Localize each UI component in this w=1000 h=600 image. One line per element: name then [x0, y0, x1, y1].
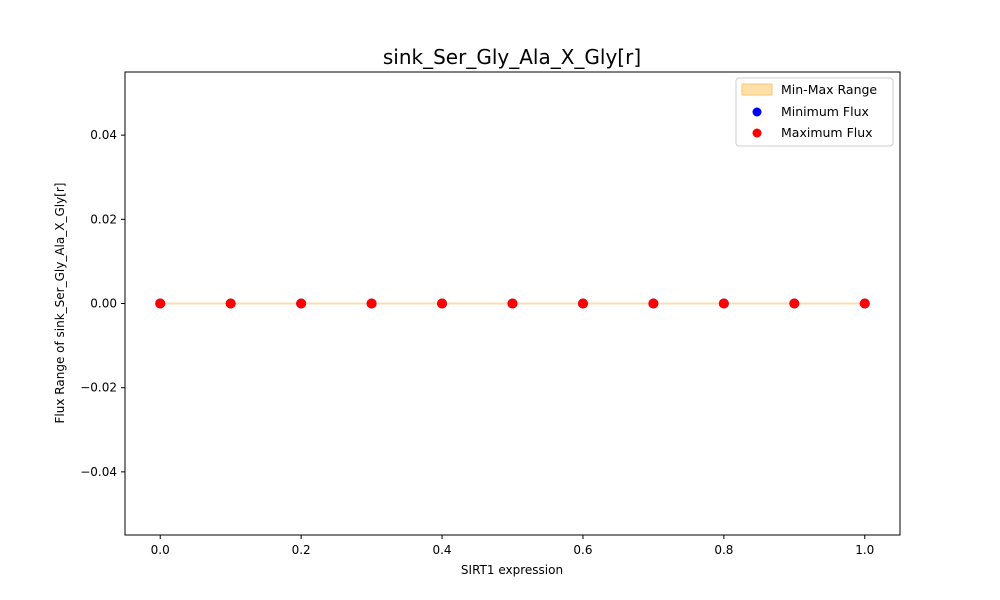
x-tick-label: 1.0: [855, 543, 874, 557]
x-tick-label: 0.2: [292, 543, 311, 557]
points-layer: [155, 298, 870, 309]
x-tick-label: 0.0: [151, 543, 170, 557]
y-axis-label: Flux Range of sink_Ser_Gly_Ala_X_Gly[r]: [53, 183, 67, 424]
y-axis: 0.04 0.02 0.00 −0.02 −0.04: [80, 128, 125, 479]
point-max-flux: [789, 298, 800, 309]
point-max-flux: [225, 298, 236, 309]
x-tick-label: 0.6: [573, 543, 592, 557]
point-max-flux: [718, 298, 729, 309]
point-max-flux: [155, 298, 166, 309]
point-max-flux: [577, 298, 588, 309]
y-tick-label: −0.02: [80, 381, 117, 395]
legend: Min-Max Range Minimum Flux Maximum Flux: [735, 77, 894, 147]
y-tick-label: 0.00: [90, 297, 117, 311]
point-max-flux: [437, 298, 448, 309]
legend-label-range: Min-Max Range: [781, 82, 877, 97]
chart-title: sink_Ser_Gly_Ala_X_Gly[r]: [383, 45, 641, 69]
legend-label-min: Minimum Flux: [781, 104, 869, 119]
point-max-flux: [366, 298, 377, 309]
x-tick-label: 0.4: [432, 543, 451, 557]
y-tick-label: 0.04: [90, 128, 117, 142]
legend-frame: [735, 77, 894, 147]
y-tick-label: −0.04: [80, 465, 117, 479]
legend-max-marker: [752, 128, 762, 138]
x-axis-label: SIRT1 expression: [461, 563, 563, 577]
legend-band-swatch: [741, 83, 773, 96]
legend-label-max: Maximum Flux: [781, 125, 873, 140]
y-tick-label: 0.02: [90, 212, 117, 226]
point-max-flux: [296, 298, 307, 309]
legend-min-marker: [752, 107, 762, 117]
x-axis: 0.0 0.2 0.4 0.6 0.8 1.0: [151, 535, 874, 557]
point-max-flux: [859, 298, 870, 309]
point-max-flux: [507, 298, 518, 309]
point-max-flux: [648, 298, 659, 309]
x-tick-label: 0.8: [714, 543, 733, 557]
